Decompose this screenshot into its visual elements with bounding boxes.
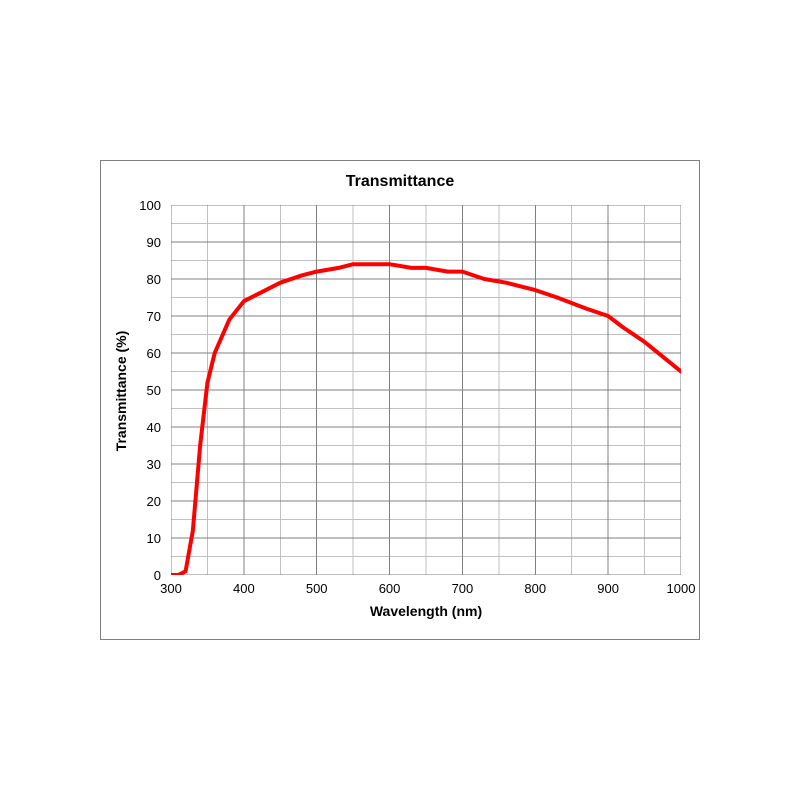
y-tick-label: 70 (147, 309, 161, 324)
plot-svg (171, 205, 681, 575)
y-tick-label: 10 (147, 531, 161, 546)
x-tick-label: 500 (297, 581, 337, 596)
y-tick-label: 100 (139, 198, 161, 213)
y-tick-label: 30 (147, 457, 161, 472)
x-tick-label: 900 (588, 581, 628, 596)
y-tick-label: 20 (147, 494, 161, 509)
y-axis-label: Transmittance (%) (113, 206, 129, 576)
y-tick-label: 90 (147, 235, 161, 250)
chart-title: Transmittance (101, 173, 699, 191)
x-tick-label: 600 (370, 581, 410, 596)
x-axis-label: Wavelength (nm) (171, 603, 681, 619)
x-tick-label: 300 (151, 581, 191, 596)
y-tick-label: 40 (147, 420, 161, 435)
x-tick-label: 700 (442, 581, 482, 596)
x-tick-label: 1000 (661, 581, 701, 596)
plot-area (171, 205, 681, 575)
x-tick-label: 800 (515, 581, 555, 596)
chart-frame: Transmittance 3004005006007008009001000 … (100, 160, 700, 640)
y-tick-label: 50 (147, 383, 161, 398)
y-tick-label: 0 (154, 568, 161, 583)
y-tick-label: 80 (147, 272, 161, 287)
y-tick-label: 60 (147, 346, 161, 361)
x-tick-label: 400 (224, 581, 264, 596)
